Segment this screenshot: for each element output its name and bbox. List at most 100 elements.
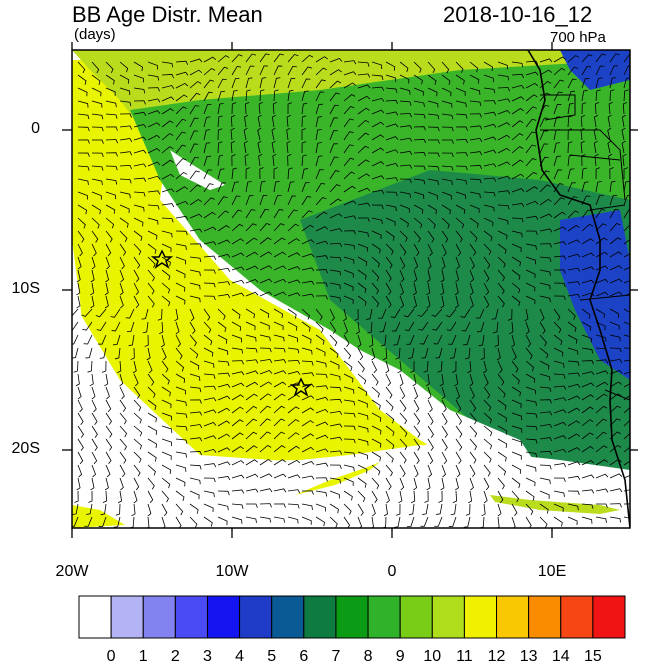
wind-barb (77, 191, 88, 200)
colorbar-swatch (399, 595, 433, 639)
wind-barb (427, 204, 437, 215)
wind-barb (273, 459, 286, 466)
wind-barb (203, 448, 217, 453)
wind-barb (217, 395, 231, 401)
wind-barb (609, 265, 623, 271)
wind-barb (567, 267, 581, 272)
wind-barb (623, 419, 630, 427)
wind-barb (385, 425, 395, 437)
wind-barb (273, 195, 282, 206)
wind-barb (72, 347, 79, 359)
wind-barb (581, 460, 595, 466)
wind-barb (469, 295, 474, 309)
wind-barb (525, 71, 539, 76)
wind-barb (399, 256, 406, 270)
wind-barb (73, 360, 79, 373)
wind-barb (595, 431, 608, 440)
wind-barb (77, 386, 82, 400)
wind-barb (245, 223, 257, 232)
wind-barb (357, 95, 371, 102)
wind-barb (581, 238, 594, 245)
wind-barb (119, 74, 130, 84)
wind-barb (567, 102, 574, 115)
wind-barb (257, 114, 262, 128)
wind-barb (301, 182, 310, 193)
wind-barb (175, 131, 186, 141)
wind-barb (357, 84, 371, 89)
wind-barb (357, 295, 367, 306)
wind-barb (231, 308, 241, 319)
wind-barb (390, 308, 401, 318)
wind-barb (245, 265, 259, 271)
wind-barb (259, 381, 273, 388)
wind-barb (105, 87, 116, 96)
wind-barb (77, 217, 86, 229)
wind-barb (399, 412, 408, 425)
wind-barb (469, 399, 477, 412)
wind-barb (553, 282, 566, 288)
wind-barb (133, 464, 141, 477)
wind-barb (593, 127, 598, 141)
wind-barb (329, 242, 343, 248)
wind-barb (483, 256, 491, 269)
wind-barb (133, 191, 146, 197)
wind-barb (371, 477, 380, 490)
wind-barb (133, 217, 144, 227)
wind-barb (553, 116, 561, 128)
wind-barb (329, 104, 339, 115)
wind-barb (595, 167, 601, 180)
wind-barb (161, 96, 175, 102)
colorbar-label: 11 (456, 648, 473, 665)
wind-barb (399, 425, 408, 438)
wind-barb (343, 334, 350, 348)
wind-barb (413, 477, 418, 491)
wind-barb (245, 101, 250, 115)
wind-barb (161, 256, 171, 267)
wind-barb (567, 115, 573, 128)
wind-barb (105, 256, 110, 270)
wind-barb (231, 516, 243, 524)
wind-barb (161, 451, 172, 460)
wind-barb (203, 295, 216, 301)
wind-barb (315, 128, 322, 141)
wind-barb (161, 108, 174, 115)
wind-barb (203, 155, 212, 167)
wind-barb (175, 60, 189, 65)
wind-barb (133, 100, 146, 105)
wind-barb (329, 295, 341, 302)
wind-barb (329, 516, 338, 528)
wind-barb (175, 425, 188, 431)
wind-barb (343, 82, 357, 89)
wind-barb (245, 181, 252, 193)
wind-barb (273, 405, 286, 414)
wind-barb (105, 399, 112, 413)
wind-barb (464, 347, 471, 360)
wind-barb (403, 308, 415, 318)
wind-barb (329, 228, 343, 233)
wind-barb (483, 123, 497, 128)
wind-barb (357, 187, 371, 193)
wind-barb (511, 61, 524, 68)
wind-barb (623, 195, 630, 206)
wind-barb (77, 412, 84, 425)
wind-barb (525, 200, 539, 206)
wind-barb (581, 167, 587, 180)
wind-barb (343, 256, 355, 264)
wind-barb (90, 269, 95, 283)
wind-barb (609, 358, 623, 364)
wind-barb (609, 167, 614, 180)
wind-barb (230, 140, 235, 154)
wind-barb (607, 127, 612, 141)
wind-barb (343, 490, 353, 501)
wind-barb (455, 399, 462, 413)
wind-barb (609, 208, 620, 219)
wind-barb (539, 477, 551, 485)
wind-barb (385, 163, 399, 167)
wind-barb (203, 169, 213, 180)
wind-barb (581, 419, 594, 427)
wind-barb (441, 217, 450, 229)
wind-barb (230, 127, 235, 141)
wind-barb (217, 347, 229, 356)
wind-barb (567, 334, 578, 344)
colorbar-label: 9 (395, 648, 405, 665)
